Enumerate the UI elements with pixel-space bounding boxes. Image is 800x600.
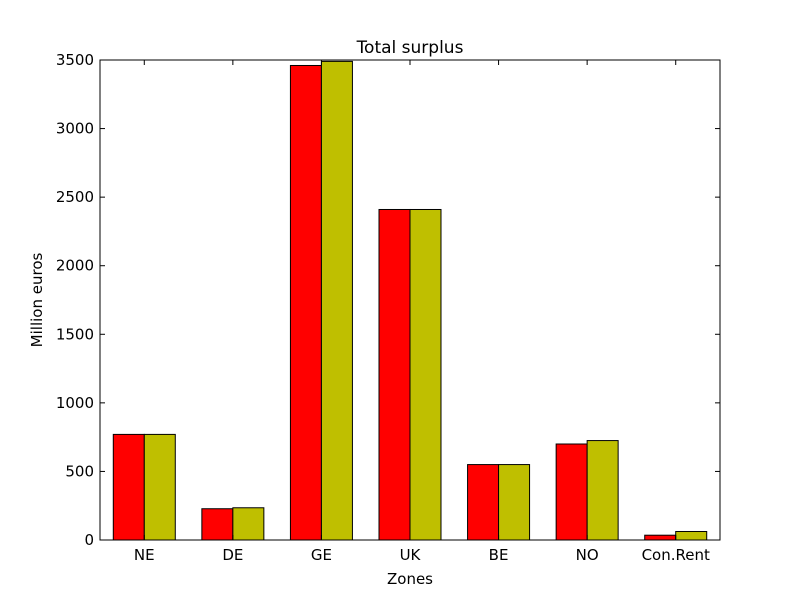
bar-ne-series-1 bbox=[112, 433, 145, 541]
y-tick-label: 0 bbox=[84, 531, 94, 549]
x-tick-label: UK bbox=[400, 546, 422, 564]
x-tick-label: GE bbox=[311, 546, 332, 564]
bar-uk-series-2 bbox=[409, 208, 442, 541]
y-tick-label: 3500 bbox=[56, 51, 94, 69]
x-tick-label: NO bbox=[576, 546, 599, 564]
x-tick-label: BE bbox=[489, 546, 509, 564]
bar-no-series-1 bbox=[555, 443, 588, 541]
y-tick-label: 1500 bbox=[56, 325, 94, 343]
y-tick-label: 2000 bbox=[56, 257, 94, 275]
bar-de-series-2 bbox=[232, 507, 265, 541]
bar-uk-series-1 bbox=[378, 208, 411, 541]
bar-be-series-1 bbox=[467, 464, 500, 541]
y-tick-label: 1000 bbox=[56, 394, 94, 412]
bar-no-series-2 bbox=[586, 440, 619, 541]
y-tick-label: 3000 bbox=[56, 120, 94, 138]
bar-con-rent-series-2 bbox=[675, 530, 708, 541]
bar-be-series-2 bbox=[498, 464, 531, 541]
bar-con-rent-series-1 bbox=[644, 534, 677, 541]
x-axis-label: Zones bbox=[387, 570, 433, 588]
chart-title: Total surplus bbox=[356, 38, 464, 58]
bar-ne-series-2 bbox=[143, 433, 176, 541]
y-tick-label: 500 bbox=[65, 462, 94, 480]
x-tick-label: NE bbox=[134, 546, 155, 564]
ticks-group: 0 500 1000 1500 2000 2500 3000 3500 NE DE GE UK BE NO… bbox=[56, 51, 720, 564]
bar-ge-series-2 bbox=[320, 60, 353, 541]
x-tick-label: DE bbox=[222, 546, 243, 564]
bar-ge-series-1 bbox=[289, 64, 322, 541]
y-axis-label: Million euros bbox=[28, 253, 46, 348]
y-tick-label: 2500 bbox=[56, 188, 94, 206]
x-tick-label: Con.Rent bbox=[642, 546, 710, 564]
bar-de-series-1 bbox=[201, 508, 234, 541]
bars-group bbox=[112, 60, 708, 541]
